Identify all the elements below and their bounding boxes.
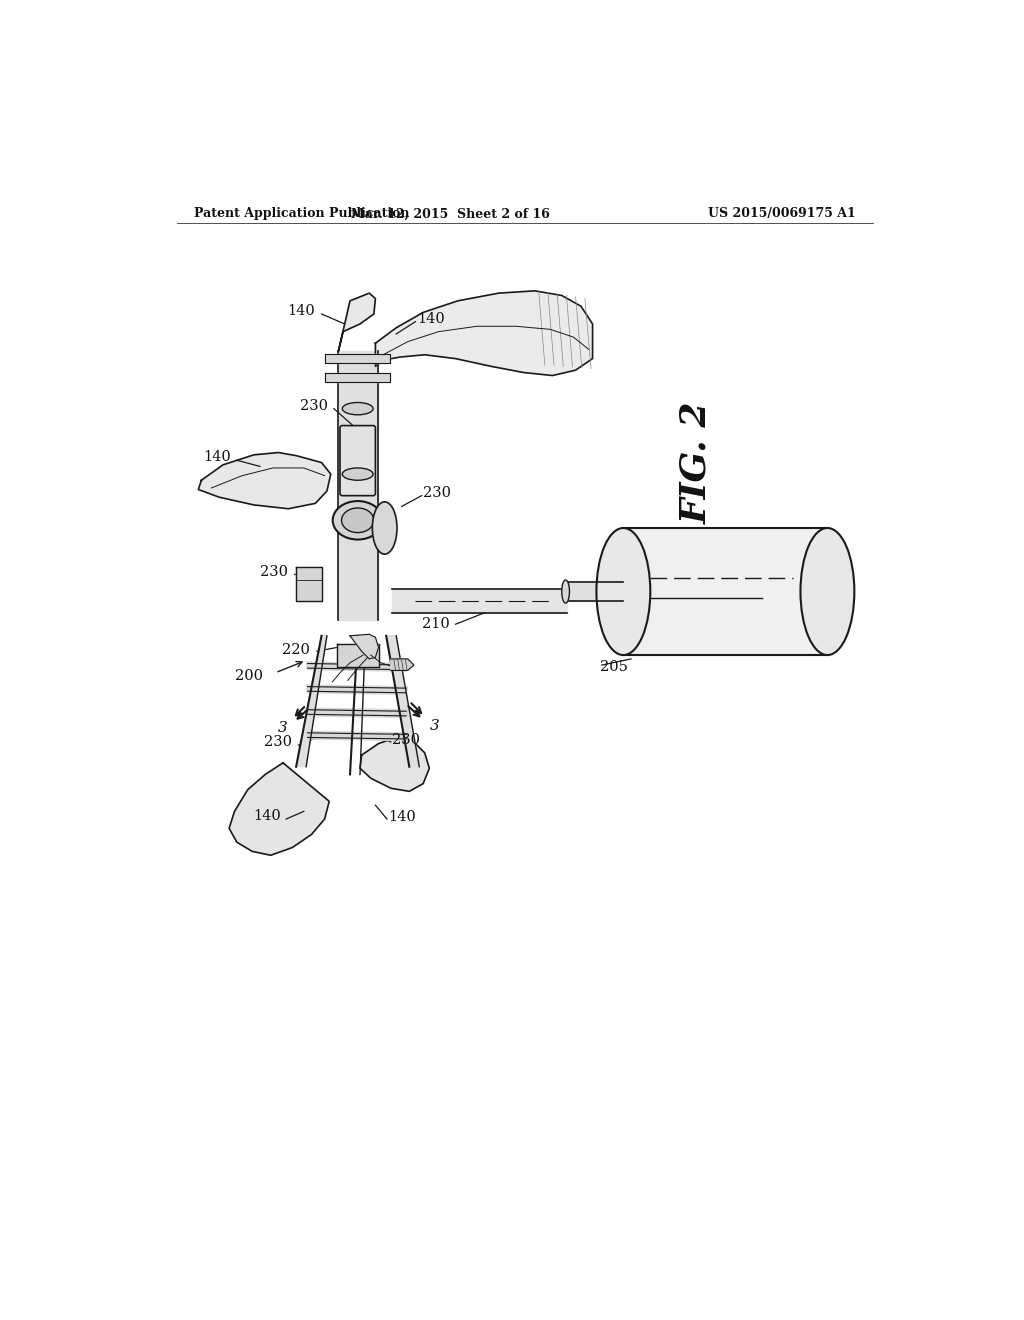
Text: 140: 140 [417, 312, 444, 326]
Text: 230: 230 [260, 565, 289, 579]
Ellipse shape [801, 528, 854, 655]
Polygon shape [391, 659, 414, 671]
Ellipse shape [342, 469, 373, 480]
Polygon shape [338, 351, 378, 620]
Ellipse shape [342, 403, 373, 414]
Polygon shape [386, 636, 419, 767]
Text: 230: 230 [300, 400, 328, 413]
Polygon shape [624, 528, 827, 655]
Polygon shape [296, 636, 327, 767]
Polygon shape [350, 635, 379, 659]
Text: 220: 220 [282, 643, 310, 656]
Polygon shape [229, 763, 330, 855]
Polygon shape [306, 685, 408, 694]
Text: FIG. 2: FIG. 2 [680, 401, 714, 524]
Text: 230: 230 [392, 733, 421, 747]
Ellipse shape [342, 508, 374, 533]
Text: US 2015/0069175 A1: US 2015/0069175 A1 [709, 207, 856, 220]
Polygon shape [296, 566, 322, 601]
Ellipse shape [373, 502, 397, 554]
Polygon shape [360, 738, 429, 792]
Text: 200: 200 [234, 669, 263, 682]
Polygon shape [199, 453, 331, 508]
Ellipse shape [596, 528, 650, 655]
Polygon shape [306, 731, 408, 741]
Text: 205: 205 [600, 660, 628, 673]
Polygon shape [306, 663, 408, 671]
Polygon shape [565, 582, 624, 601]
Text: Mar. 12, 2015  Sheet 2 of 16: Mar. 12, 2015 Sheet 2 of 16 [350, 207, 550, 220]
Text: 230: 230 [423, 486, 452, 500]
Polygon shape [339, 293, 376, 351]
Polygon shape [326, 354, 390, 363]
Text: 230: 230 [264, 735, 292, 748]
Text: 3: 3 [278, 721, 288, 735]
Polygon shape [306, 708, 408, 718]
Polygon shape [326, 374, 390, 383]
Ellipse shape [562, 579, 569, 603]
Polygon shape [376, 290, 593, 376]
Text: 3: 3 [429, 719, 439, 733]
Ellipse shape [333, 502, 383, 540]
Text: Patent Application Publication: Patent Application Publication [194, 207, 410, 220]
Polygon shape [337, 644, 379, 667]
Text: 140: 140 [203, 450, 230, 465]
FancyBboxPatch shape [340, 425, 376, 496]
Text: 140: 140 [388, 809, 417, 824]
Polygon shape [392, 589, 567, 614]
Text: 140: 140 [253, 809, 281, 822]
Text: 140: 140 [288, 304, 315, 318]
Text: 210: 210 [422, 618, 451, 631]
